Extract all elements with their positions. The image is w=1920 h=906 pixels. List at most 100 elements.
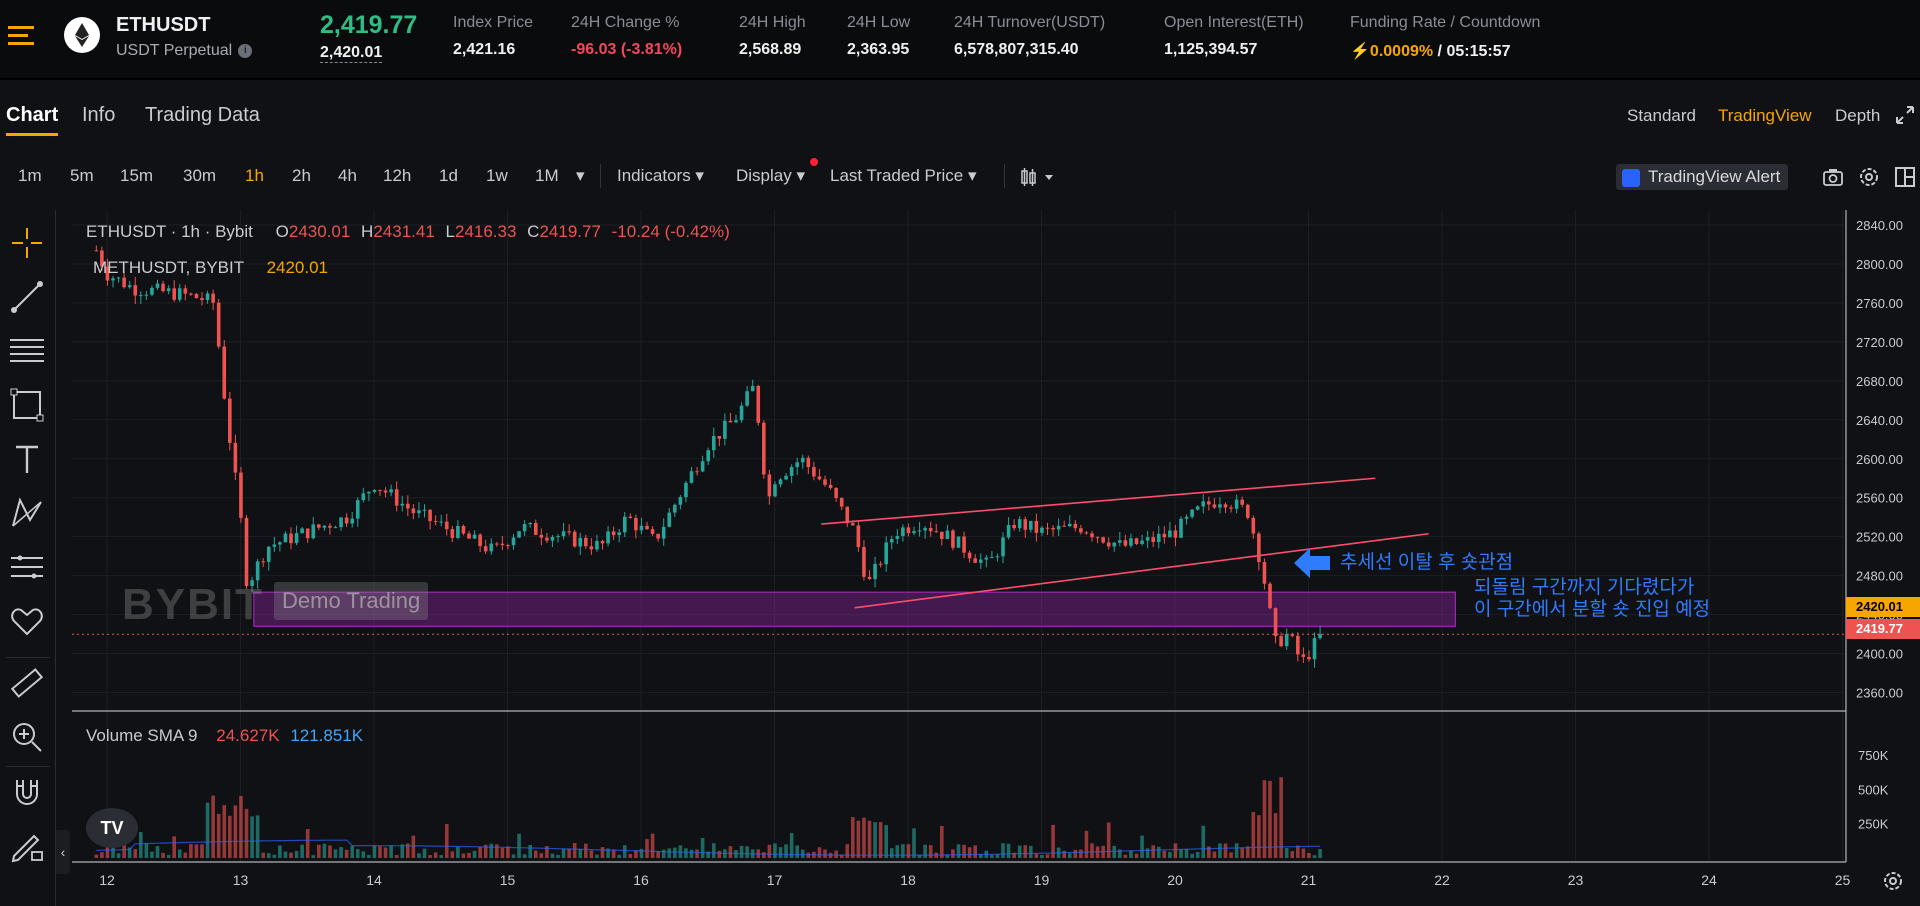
settings-gear-icon[interactable]	[1858, 166, 1880, 188]
tab-chart[interactable]: Chart	[6, 104, 59, 136]
tradingview-logo[interactable]: TV	[86, 808, 138, 848]
volume-bar	[1095, 846, 1100, 858]
candle-body	[667, 512, 672, 527]
candle-body	[495, 543, 499, 545]
volume-bar	[862, 817, 866, 858]
trend-line-icon[interactable]	[8, 278, 46, 316]
volume-bar	[728, 846, 733, 858]
annotation-line-1: 되돌림 구간까지 기다렸다가	[1474, 577, 1695, 598]
candle-body	[728, 420, 733, 423]
tf-12h[interactable]: 12h	[383, 166, 412, 185]
tf-30m[interactable]: 30m	[183, 166, 217, 185]
stat-index-price: Index Price 2,421.16	[453, 14, 533, 59]
volume-bar	[873, 822, 877, 858]
tab-trading-data[interactable]: Trading Data	[145, 104, 260, 126]
candle-body	[856, 525, 861, 548]
volume-bar	[734, 849, 738, 858]
divider	[1004, 164, 1005, 188]
candle-body	[700, 461, 705, 472]
tf-15m[interactable]: 15m	[120, 166, 154, 185]
zoom-in-icon[interactable]	[8, 718, 46, 756]
candle-body	[973, 558, 977, 563]
expand-icon[interactable]	[1894, 104, 1916, 126]
x-tick-label: 22	[1434, 872, 1450, 888]
tf-1h[interactable]: 1h	[245, 166, 264, 185]
volume-bar	[906, 844, 911, 858]
candle-body	[1284, 634, 1289, 647]
volume-bar	[1090, 843, 1094, 858]
y-tick-label: 2840.00	[1856, 218, 1903, 233]
indicators-button[interactable]: Indicators ▾	[617, 166, 704, 185]
volume-bar	[1140, 835, 1144, 858]
chart-type-icon[interactable]	[1020, 166, 1060, 187]
tf-2h[interactable]: 2h	[292, 166, 311, 185]
volume-bar	[584, 843, 588, 858]
volume-bar	[889, 848, 894, 858]
rectangle-icon[interactable]	[8, 386, 46, 424]
tf-1d[interactable]: 1d	[439, 166, 458, 185]
volume-bar	[533, 850, 538, 858]
volume-bar	[278, 845, 282, 858]
mark-price[interactable]: 2,420.01	[320, 44, 383, 63]
volume-bar	[611, 849, 616, 858]
pencil-lock-icon[interactable]	[8, 826, 46, 864]
candle-body	[556, 536, 560, 538]
volume-bar	[255, 815, 260, 858]
axis-settings-icon[interactable]	[1880, 868, 1906, 894]
candle-body	[606, 531, 610, 544]
volume-bar	[1207, 846, 1211, 858]
volume-bar	[294, 850, 299, 858]
tf-5m[interactable]: 5m	[70, 166, 94, 185]
tf-4h[interactable]: 4h	[338, 166, 357, 185]
volume-bar	[489, 843, 494, 858]
menu-icon[interactable]	[8, 20, 34, 50]
candle-body	[1095, 537, 1100, 539]
candle-body	[517, 531, 521, 538]
layout-icon[interactable]	[1894, 166, 1916, 188]
magnet-icon[interactable]	[8, 772, 46, 810]
display-button[interactable]: Display ▾	[736, 166, 806, 185]
candle-body	[389, 489, 393, 493]
volume-bar	[895, 845, 900, 858]
volume-bar	[745, 846, 749, 858]
volume-bar	[878, 822, 883, 858]
candle-body	[1040, 527, 1044, 533]
volume-bar	[133, 849, 138, 858]
candle-body	[383, 490, 388, 493]
tab-info[interactable]: Info	[82, 104, 116, 126]
pattern-icon[interactable]	[8, 494, 46, 532]
mode-standard[interactable]: Standard	[1627, 106, 1696, 125]
tf-1m[interactable]: 1m	[18, 166, 42, 185]
candle-body	[800, 457, 805, 463]
mode-depth[interactable]: Depth	[1835, 106, 1881, 125]
price-source-dropdown[interactable]: Last Traded Price ▾	[830, 166, 977, 185]
crosshair-icon[interactable]	[8, 224, 46, 262]
collapse-toolbar-icon[interactable]: ‹	[56, 830, 70, 874]
candle-body	[823, 479, 827, 485]
fib-lines-icon[interactable]	[8, 332, 46, 370]
tradingview-alert-button[interactable]: TradingView Alert	[1616, 164, 1789, 190]
symbol-name[interactable]: ETHUSDT	[116, 14, 211, 36]
heart-icon[interactable]	[8, 602, 46, 640]
camera-icon[interactable]	[1822, 166, 1844, 188]
info-icon[interactable]: i	[238, 43, 253, 58]
volume-bar	[450, 851, 455, 858]
volume-bar	[478, 846, 482, 858]
ruler-icon[interactable]	[8, 664, 46, 702]
forecast-icon[interactable]	[8, 548, 46, 586]
volume-bar	[439, 855, 443, 858]
tf-1w[interactable]: 1w	[486, 166, 508, 185]
mode-tradingview[interactable]: TradingView	[1718, 106, 1812, 125]
volume-bar	[1123, 854, 1128, 858]
stat-funding: Funding Rate / Countdown ⚡0.0009% / 05:1…	[1350, 14, 1540, 61]
tf-1M[interactable]: 1M	[535, 166, 559, 185]
candle-body	[873, 563, 877, 580]
legend-close-label: C	[527, 222, 540, 241]
timeframe-dropdown-icon[interactable]: ▾	[576, 166, 585, 185]
text-tool-icon[interactable]	[8, 440, 46, 478]
candle-body	[506, 545, 510, 547]
volume-bar	[856, 820, 861, 858]
candle-body	[567, 531, 571, 533]
chart-toolbar: 1m 5m 15m 30m 1h 2h 4h 12h 1d 1w 1M ▾ In…	[0, 158, 1920, 196]
volume-bar	[1296, 845, 1300, 858]
